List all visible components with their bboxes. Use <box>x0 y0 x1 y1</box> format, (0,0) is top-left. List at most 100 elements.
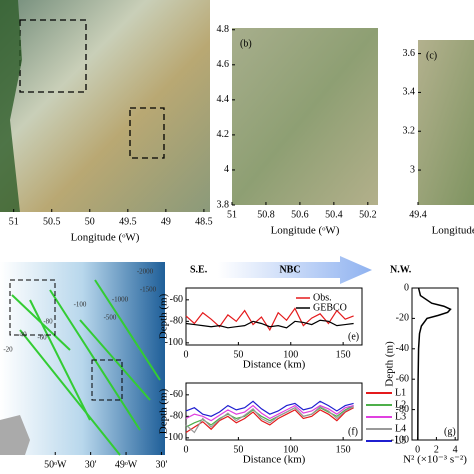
transect <box>19 329 121 456</box>
contour-label: -500 <box>104 314 117 322</box>
series-line <box>185 400 354 417</box>
x-tick-label: 2 <box>434 444 439 455</box>
y-tick-label: -40 <box>396 343 409 354</box>
inset-box <box>9 279 56 336</box>
x-tick-label: 50.8 <box>257 209 275 220</box>
contour-label: -1500 <box>140 286 157 294</box>
transect <box>29 299 91 421</box>
x-axis-label: N² (×10⁻³ s⁻²) <box>403 454 467 466</box>
image <box>232 28 378 205</box>
y-axis-label: Depth (m) <box>158 388 170 434</box>
x-tick-label: 50 <box>233 349 243 360</box>
y-tick-label: -60 <box>170 294 183 305</box>
y-tick-label: 3.6 <box>403 48 416 59</box>
header-right: N.W. <box>390 264 412 275</box>
x-tick-label: 50 <box>233 444 243 455</box>
plot-frame <box>185 287 363 346</box>
inset-box <box>91 359 123 401</box>
y-tick-label: 4 <box>224 164 229 175</box>
x-tick-label: 50.5 <box>43 216 61 227</box>
x-axis-label: Distance (km) <box>243 359 306 371</box>
legend-label: Obs. <box>313 292 332 303</box>
y-tick-label: -80 <box>170 316 183 327</box>
panel-label: (f) <box>348 426 358 437</box>
x-axis-label: Distance (km) <box>243 454 306 466</box>
series-line <box>185 407 354 433</box>
plot-frame <box>411 287 459 441</box>
legend-label: L2 <box>395 399 406 410</box>
contour-label: -40 <box>17 331 27 339</box>
y-axis-label: Depth (m) <box>158 293 170 339</box>
y-tick-label: 3.4 <box>403 87 416 98</box>
x-tick-label: 50 <box>85 216 95 227</box>
header-left: S.E. <box>190 264 208 275</box>
y-axis-label: Depth (m) <box>384 341 396 387</box>
contour-label: -80 <box>43 318 53 326</box>
inset-box <box>129 107 165 159</box>
y-tick-label: 3.8 <box>217 199 230 210</box>
legend-label: L4 <box>395 423 406 434</box>
transect <box>94 279 161 381</box>
x-tick-label: 30' <box>156 459 168 470</box>
contour-label: -20 <box>3 346 13 354</box>
x-tick-label: 30' <box>85 459 97 470</box>
legend-label: L5 <box>395 435 406 446</box>
contour-label: -100 <box>74 301 87 309</box>
x-tick-label: 50.6 <box>291 209 309 220</box>
x-tick-label: 50.4 <box>325 209 343 220</box>
image <box>418 40 474 205</box>
legend-label: L1 <box>395 387 406 398</box>
y-tick-label: -80 <box>170 411 183 422</box>
legend-label: GEBCO <box>313 302 347 313</box>
panel-label: (b) <box>240 38 252 49</box>
x-tick-label: 150 <box>336 349 351 360</box>
header-arrow: NBC <box>279 264 300 275</box>
series-line <box>185 404 354 422</box>
x-tick-label: 49.5 <box>119 216 137 227</box>
image <box>0 262 165 455</box>
x-tick-label: 51 <box>227 209 237 220</box>
x-tick-label: 100 <box>283 444 298 455</box>
x-tick-label: 51 <box>9 216 19 227</box>
y-tick-label: -60 <box>396 373 409 384</box>
plot-frame <box>185 382 363 441</box>
y-tick-label: -100 <box>165 337 183 348</box>
transect <box>79 319 151 401</box>
y-tick-label: -100 <box>391 434 409 445</box>
y-tick-label: 4.4 <box>217 94 230 105</box>
x-axis-label: Longitude (ᵒW) <box>71 232 140 244</box>
x-tick-label: 150 <box>336 444 351 455</box>
profile-line <box>417 287 452 441</box>
panel-label: (g) <box>444 426 456 437</box>
x-tick-label: 100 <box>283 349 298 360</box>
x-tick-label: 50.2 <box>359 209 377 220</box>
contour-label: -60 <box>37 334 47 342</box>
panel-label: (e) <box>348 331 359 342</box>
x-tick-label: 49 <box>161 216 171 227</box>
x-tick-label: 0 <box>184 444 189 455</box>
land <box>0 415 30 455</box>
x-tick-label: 49.4 <box>409 209 427 220</box>
x-tick-label: 48.5 <box>195 216 213 227</box>
contour-label: -1000 <box>112 296 129 304</box>
y-tick-label: -80 <box>396 404 409 415</box>
y-tick-label: -20 <box>396 313 409 324</box>
x-axis-label: Longitude (ᵒW) <box>432 225 474 237</box>
series-line <box>185 319 354 329</box>
y-tick-label: 4.8 <box>217 24 230 35</box>
y-tick-label: 4.6 <box>217 59 230 70</box>
y-tick-label: 3 <box>410 164 415 175</box>
x-tick-label: 49ᵒW <box>115 459 138 470</box>
y-tick-label: -60 <box>170 389 183 400</box>
series-line <box>185 405 354 428</box>
x-tick-label: 0 <box>415 444 420 455</box>
series-line <box>185 405 354 434</box>
flow-arrow <box>218 256 372 284</box>
y-tick-label: 4.2 <box>217 129 230 140</box>
x-tick-label: 50ᵒW <box>44 459 67 470</box>
x-tick-label: 0 <box>184 349 189 360</box>
y-tick-label: 3.2 <box>403 126 416 137</box>
y-tick-label: -100 <box>165 432 183 443</box>
